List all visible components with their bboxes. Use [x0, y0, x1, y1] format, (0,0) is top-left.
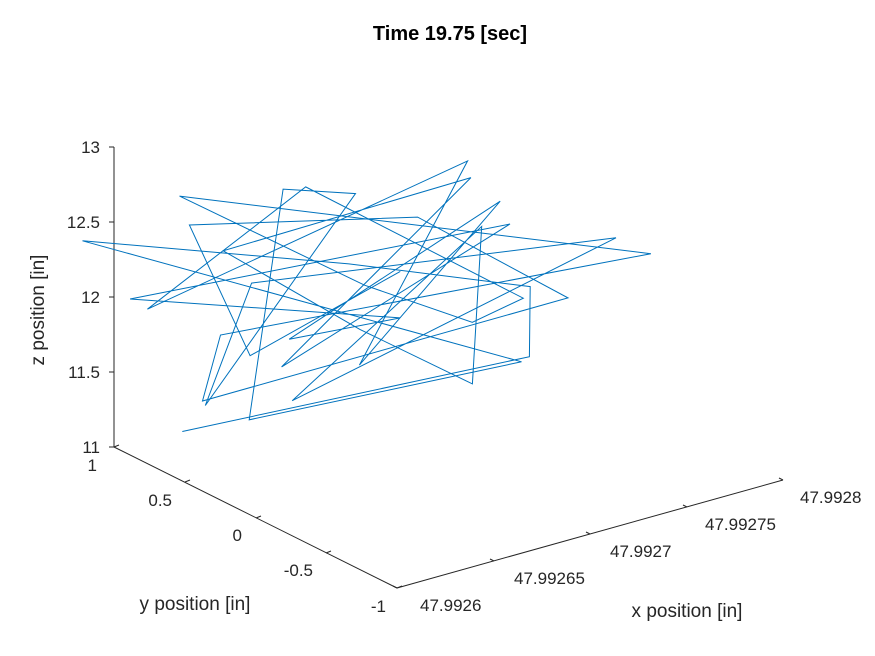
z-tick-label: 12	[81, 288, 100, 307]
chart-title: Time 19.75 [sec]	[373, 23, 527, 45]
x-tick-mark	[489, 558, 495, 562]
x-tick-label: 47.99275	[705, 515, 776, 534]
z-tick-marks	[109, 146, 114, 448]
y-tick-marks	[113, 444, 403, 589]
y-tick-label: 0.5	[148, 491, 172, 510]
x-tick-mark	[585, 531, 591, 535]
z-axis-label: z position [in]	[28, 255, 49, 366]
x-tick-mark	[392, 585, 398, 589]
y-tick-labels: -1 -0.5 0 0.5 1	[88, 456, 386, 616]
plot-area	[82, 159, 651, 432]
y-tick-label: -1	[371, 597, 386, 616]
y-tick-mark	[184, 479, 191, 483]
z-tick-labels: 11 11.5 12 12.5 13	[67, 138, 100, 457]
y-tick-mark	[113, 444, 120, 448]
x-tick-label: 47.9928	[800, 488, 861, 507]
x-tick-label: 47.9926	[420, 596, 481, 615]
y-axis-label: y position [in]	[140, 594, 251, 615]
x-tick-mark	[682, 504, 688, 508]
y-tick-label: -0.5	[284, 561, 313, 580]
z-tick-label: 12.5	[67, 213, 100, 232]
y-tick-mark	[396, 585, 403, 589]
y-tick-mark	[325, 550, 332, 554]
trajectory-line	[82, 159, 651, 432]
x-tick-marks	[392, 477, 784, 589]
y-tick-mark	[255, 515, 262, 519]
x-tick-mark	[778, 477, 784, 481]
z-tick-label: 11	[82, 438, 100, 457]
x-axis-label: x position [in]	[632, 601, 743, 622]
x-tick-labels: 47.9926 47.99265 47.9927 47.99275 47.992…	[420, 488, 861, 615]
z-tick-label: 13	[81, 138, 100, 157]
y-tick-label: 0	[233, 526, 242, 545]
y-axis-line	[113, 446, 398, 589]
x-tick-label: 47.99265	[514, 569, 585, 588]
x-tick-label: 47.9927	[610, 542, 671, 561]
y-tick-label: 1	[88, 456, 97, 475]
z-tick-label: 11.5	[68, 363, 100, 382]
